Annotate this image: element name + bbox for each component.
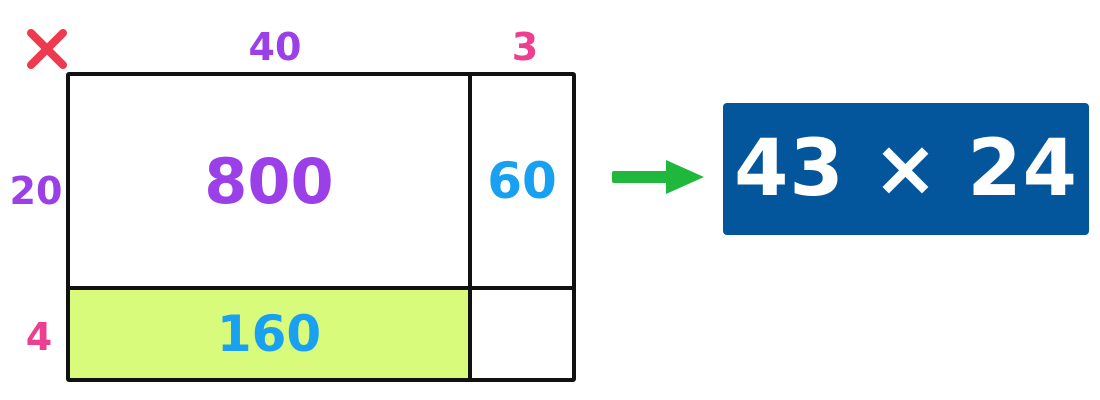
- row-label-ones: 4: [25, 315, 53, 359]
- cell-ones-by-tens: 160: [70, 290, 472, 378]
- right-arrow-icon: [612, 160, 704, 194]
- multiplication-x-icon: [24, 26, 70, 72]
- result-expression-box: 43 × 24: [723, 103, 1089, 235]
- column-label-tens: 40: [248, 25, 302, 69]
- cell-tens-by-ones: 60: [472, 76, 572, 290]
- cell-ones-by-ones: [472, 290, 572, 378]
- area-model-grid: 800 60 160: [66, 72, 576, 382]
- column-label-ones: 3: [511, 25, 539, 69]
- result-expression: 43 × 24: [734, 124, 1078, 214]
- cell-tens-by-tens: 800: [70, 76, 472, 290]
- row-label-tens: 20: [9, 169, 63, 213]
